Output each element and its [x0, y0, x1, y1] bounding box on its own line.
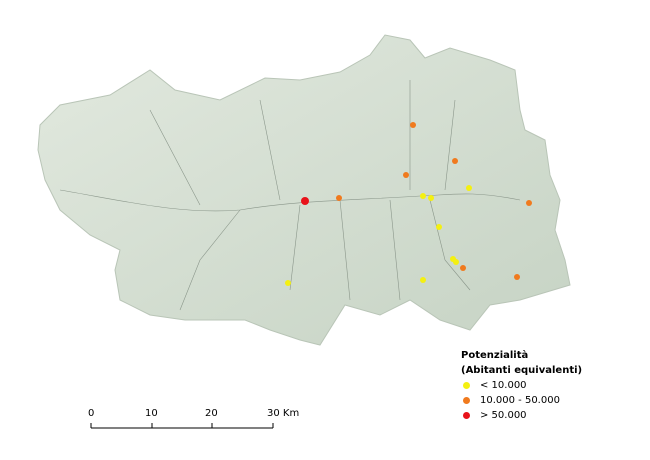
- scale-tick-0: 0: [88, 408, 95, 419]
- treatment-plant-medium[interactable]: [514, 274, 520, 280]
- legend-item-medium: 10.000 - 50.000: [463, 393, 582, 408]
- treatment-plant-small[interactable]: [436, 224, 442, 230]
- treatment-plant-medium[interactable]: [403, 172, 409, 178]
- legend-label: > 50.000: [480, 410, 527, 421]
- treatment-plant-small[interactable]: [466, 185, 472, 191]
- treatment-plant-medium[interactable]: [410, 122, 416, 128]
- scale-tick-10: 10: [145, 408, 158, 419]
- legend-item-large: > 50.000: [463, 408, 582, 423]
- scale-tick-30: 30 Km: [267, 408, 300, 419]
- legend-label: 10.000 - 50.000: [480, 395, 560, 406]
- legend-subtitle: (Abitanti equivalenti): [461, 365, 583, 376]
- treatment-plant-small[interactable]: [285, 280, 291, 286]
- yellow-dot-icon: [463, 382, 470, 389]
- treatment-plant-small[interactable]: [420, 277, 426, 283]
- treatment-plant-small[interactable]: [420, 193, 426, 199]
- treatment-plant-small[interactable]: [428, 195, 434, 201]
- legend-title: Potenzialità: [461, 350, 529, 361]
- treatment-plant-medium[interactable]: [452, 158, 458, 164]
- red-dot-icon: [463, 412, 470, 419]
- region-outline: [37, 34, 571, 346]
- treatment-plant-large[interactable]: [301, 197, 309, 205]
- orange-dot-icon: [463, 397, 470, 404]
- river-network: [59, 80, 521, 311]
- legend: Potenzialità (Abitanti equivalenti) < 10…: [461, 348, 582, 423]
- legend-label: < 10.000: [480, 380, 527, 391]
- scale-tick-20: 20: [205, 408, 218, 419]
- treatment-plant-medium[interactable]: [336, 195, 342, 201]
- treatment-plant-small[interactable]: [453, 259, 459, 265]
- treatment-plant-medium[interactable]: [526, 200, 532, 206]
- scale-bar: [90, 423, 274, 429]
- legend-item-small: < 10.000: [463, 378, 582, 393]
- treatment-plant-medium[interactable]: [460, 265, 466, 271]
